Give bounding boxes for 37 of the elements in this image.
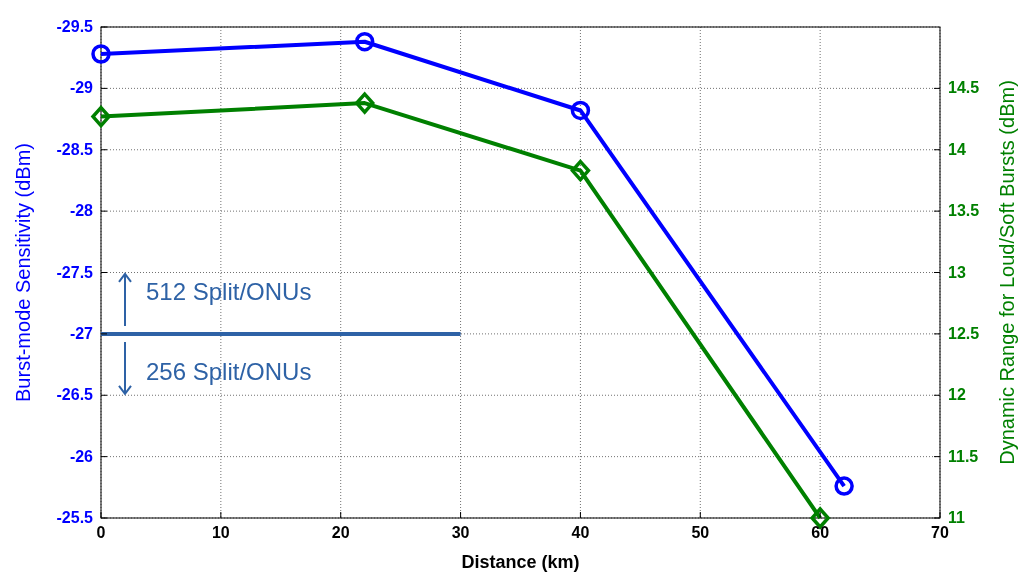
y-tick-label: -27.5 (56, 263, 94, 281)
annotation: 512 Split/ONUs (146, 277, 312, 305)
x-tick-label: 30 (451, 524, 470, 541)
x-tick-label: 50 (691, 524, 710, 541)
y2-tick-label: 12 (948, 386, 966, 404)
y-tick-label: -25.5 (56, 509, 94, 526)
x-tick-label: 20 (331, 524, 350, 541)
point (91, 44, 111, 64)
y-tick-label: -28.5 (56, 140, 94, 158)
y2-tick-label: 14 (948, 140, 966, 158)
point (354, 31, 375, 52)
point (91, 105, 111, 128)
x-tick-label: 0 (96, 524, 106, 541)
y2-tick-label: 11 (948, 509, 966, 526)
point (354, 92, 375, 114)
y-tick-label: -26.5 (56, 386, 94, 404)
y-tick-label: -26 (69, 447, 94, 465)
point (570, 100, 591, 121)
x-tick-label: 40 (571, 524, 590, 541)
y-tick-label: -28 (69, 202, 94, 220)
y-tick-label: -29 (69, 79, 94, 97)
y2-tick-label: 11.5 (948, 447, 979, 465)
y-axis-title: Burst-mode Sensitivity (dBm) (12, 143, 34, 402)
x-tick-label: 70 (931, 524, 949, 541)
annotation: 256 Split/ONUs (146, 357, 312, 385)
x-axis-title: Distance (km) (461, 552, 580, 572)
x-tick-label: 60 (811, 524, 830, 541)
y-tick-label: -29.5 (56, 18, 94, 35)
y2-tick-label: 12.5 (948, 324, 980, 342)
y2-tick-label: 13 (948, 263, 966, 281)
point (834, 476, 854, 496)
y-tick-label: -27 (69, 324, 94, 342)
y2-axis-title: Dynamic Range for Loud/Soft Bursts (dBm) (996, 80, 1018, 465)
y2-tick-label: 13.5 (948, 202, 980, 220)
y2-tick-label: 14.5 (948, 79, 980, 97)
x-tick-label: 10 (211, 524, 230, 541)
point (570, 159, 591, 182)
